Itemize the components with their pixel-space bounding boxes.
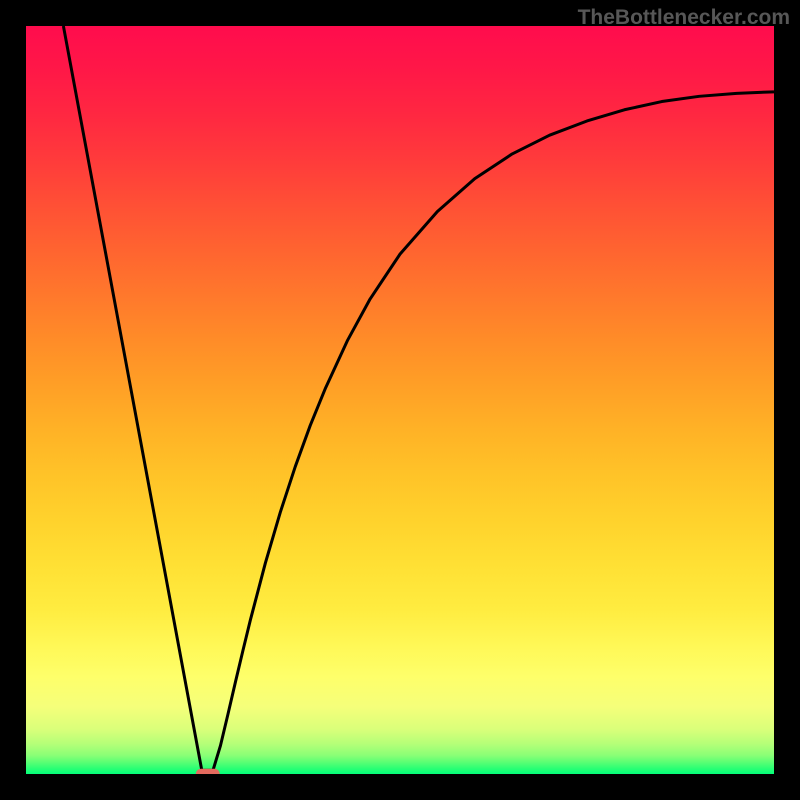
watermark-text: TheBottlenecker.com — [578, 6, 790, 30]
chart-svg — [0, 0, 800, 800]
plot-background — [26, 26, 774, 774]
bottleneck-chart: TheBottlenecker.com — [0, 0, 800, 800]
